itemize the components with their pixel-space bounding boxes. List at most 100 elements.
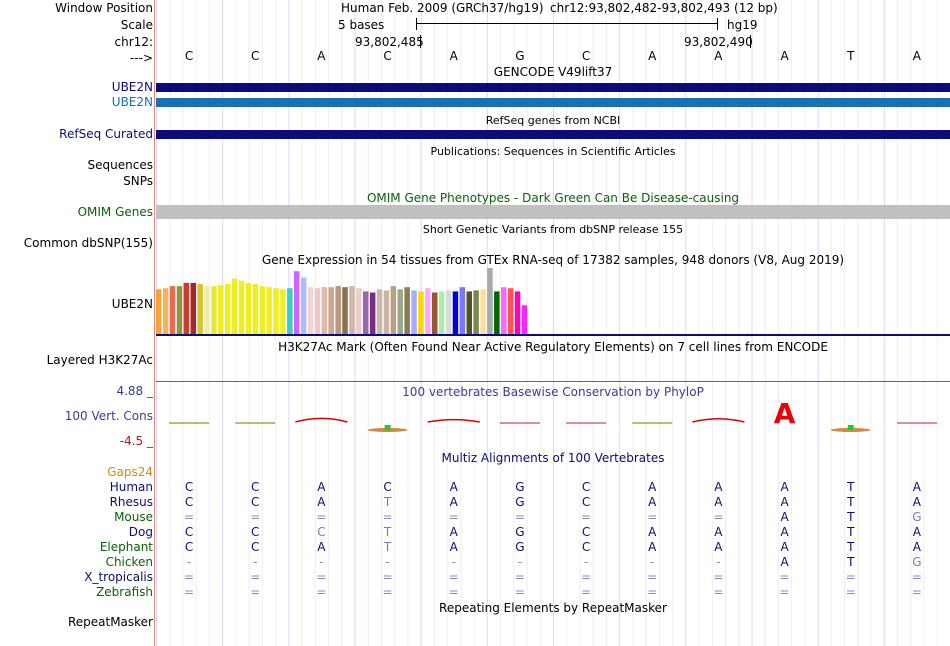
alignment-base: A: [449, 540, 458, 554]
gencode-transcript-2[interactable]: [156, 98, 950, 107]
phylop-label[interactable]: 100 Vert. Cons: [64, 409, 153, 423]
gencode-label-1[interactable]: UBE2N: [111, 80, 153, 94]
pubs-track-title[interactable]: Publications: Sequences in Scientific Ar…: [430, 145, 676, 158]
gtex-bar-muscle: [411, 290, 417, 334]
scale-bar: [416, 18, 718, 30]
scale-label: Scale: [120, 18, 153, 32]
species-label[interactable]: Elephant: [99, 540, 153, 554]
alignment-base: G: [515, 540, 525, 554]
alignment-base: T: [847, 480, 855, 494]
alignment-base: C: [251, 480, 260, 494]
species-label[interactable]: Dog: [128, 525, 153, 539]
gtex-bar-esoph-2: [342, 287, 348, 334]
gtex-label[interactable]: UBE2N: [111, 297, 153, 311]
coord-right-tick: [750, 35, 751, 48]
h3k27-label[interactable]: Layered H3K27Ac: [46, 353, 153, 367]
pubs-label-1[interactable]: Sequences: [87, 158, 153, 172]
gtex-bar-bladder: [190, 282, 196, 334]
dbsnp-track-title[interactable]: Short Genetic Variants from dbSNP releas…: [422, 223, 684, 236]
repeat-track-title[interactable]: Repeating Elements by RepeatMasker: [439, 601, 667, 615]
gencode-transcript-1[interactable]: [156, 83, 950, 92]
alignment-base: =: [713, 510, 724, 524]
ruler-base: C: [581, 49, 591, 63]
refseq-label[interactable]: RefSeq Curated: [59, 127, 153, 141]
gtex-bar-cells-2: [300, 277, 307, 334]
species-label[interactable]: X_tropicalis: [84, 570, 153, 584]
alignment-base: C: [251, 540, 260, 554]
gtex-bar-stomach: [480, 289, 486, 334]
alignment-base: -: [319, 555, 324, 569]
ruler-base: C: [251, 49, 260, 63]
multiz-track-title[interactable]: Multiz Alignments of 100 Vertebrates: [441, 451, 665, 465]
dbsnp-label[interactable]: Common dbSNP(155): [23, 236, 153, 250]
gtex-bar-vagina: [507, 288, 514, 334]
alignment-base: =: [250, 510, 261, 524]
ruler-base: A: [780, 49, 789, 63]
h3k27-track-title[interactable]: H3K27Ac Mark (Often Found Near Active Re…: [278, 340, 828, 354]
gtex-bar-lcl: [521, 305, 528, 334]
gtex-bar-chart[interactable]: [156, 266, 556, 334]
gtex-bar-brain-2: [204, 286, 210, 334]
gtex-bar-spleen: [473, 290, 479, 334]
alignment-base: A: [317, 480, 326, 494]
pubs-label-2[interactable]: SNPs: [123, 174, 153, 188]
alignment-base: =: [184, 585, 195, 599]
alignment-base: =: [316, 510, 327, 524]
alignment-base: G: [515, 525, 525, 539]
species-label[interactable]: Human: [109, 480, 153, 494]
species-label[interactable]: Chicken: [105, 555, 153, 569]
gtex-bar-kidney-2: [383, 290, 390, 334]
species-label[interactable]: Rhesus: [109, 495, 153, 509]
alignment-base: A: [780, 555, 789, 569]
repeat-label[interactable]: RepeatMasker: [67, 615, 153, 629]
alignment-base: C: [581, 480, 591, 494]
species-label[interactable]: Zebrafish: [96, 585, 153, 599]
alignment-base: =: [581, 585, 592, 599]
phylop-glyph: [367, 425, 408, 432]
omim-track-title[interactable]: OMIM Gene Phenotypes - Dark Green Can Be…: [366, 191, 740, 205]
gencode-track-title[interactable]: GENCODE V49lift37: [493, 65, 613, 79]
gencode-label-2[interactable]: UBE2N: [111, 95, 153, 109]
refseq-transcript[interactable]: [156, 130, 950, 139]
gtex-bar-brain-7: [238, 280, 245, 334]
gtex-bar-artery-1: [169, 286, 176, 334]
gtex-bar-cervix-1: [307, 287, 314, 334]
alignment-base: A: [780, 480, 789, 494]
gtex-bar-colon-2: [328, 287, 334, 334]
alignment-base: =: [382, 585, 393, 599]
gtex-bar-brain-3: [211, 286, 217, 334]
phylop-glyph: [295, 417, 348, 423]
species-label[interactable]: Mouse: [114, 510, 153, 524]
alignment-base: -: [385, 555, 390, 569]
gtex-track-title[interactable]: Gene Expression in 54 tissues from GTEx …: [261, 253, 845, 267]
alignment-base: A: [912, 495, 922, 509]
ruler-base: A: [648, 49, 657, 63]
chrom-label: chr12:: [114, 35, 153, 49]
gtex-bar-heart-2: [369, 292, 376, 334]
scale-text: 5 bases: [338, 18, 385, 32]
alignment-base: =: [448, 585, 459, 599]
alignment-base: A: [780, 495, 789, 509]
alignment-base: A: [449, 480, 458, 494]
alignment-base: -: [583, 555, 589, 569]
alignment-base: =: [382, 510, 393, 524]
alignment-base: =: [250, 585, 261, 599]
phylop-plot[interactable]: A: [156, 398, 950, 438]
alignment-base: T: [847, 540, 855, 554]
phylop-track-title[interactable]: 100 vertebrates Basewise Conservation by…: [402, 385, 704, 399]
refseq-track-title[interactable]: RefSeq genes from NCBI: [485, 114, 621, 127]
alignment-base: A: [714, 480, 723, 494]
gtex-bar-artery-3: [183, 282, 190, 334]
gaps-label[interactable]: Gaps24: [107, 465, 153, 480]
gtex-bar-brain-6: [231, 278, 238, 334]
alignment-base: =: [448, 570, 459, 584]
gtex-bar-brain-10: [259, 286, 265, 334]
alignment-base: =: [647, 585, 658, 599]
omim-gene-bar[interactable]: [156, 205, 950, 219]
omim-label[interactable]: OMIM Genes: [77, 205, 153, 219]
alignment-base: C: [251, 495, 260, 509]
gtex-bar-skin-2: [459, 287, 466, 334]
alignment-base: C: [581, 540, 591, 554]
alignment-base: =: [779, 570, 790, 584]
window-position-label: Window Position: [55, 1, 153, 15]
